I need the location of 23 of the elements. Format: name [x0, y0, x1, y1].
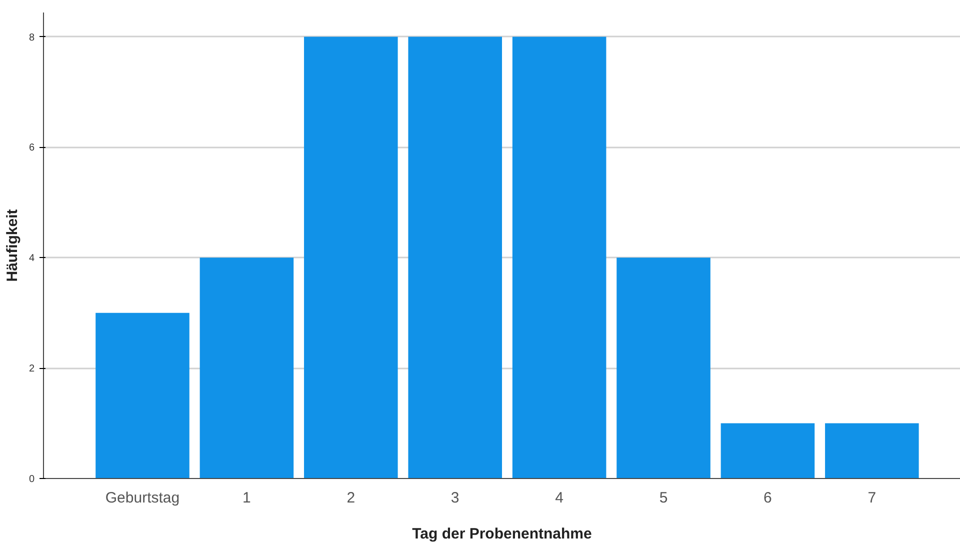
y-tick-label: 2 [28, 364, 35, 375]
bar [96, 312, 190, 478]
x-tick-label: 1 [242, 490, 251, 506]
x-tick-label: Geburtstag [105, 490, 180, 506]
bar [408, 36, 502, 478]
bar [825, 423, 919, 478]
y-tick-label: 4 [28, 253, 35, 264]
y-tick-label: 0 [28, 474, 35, 485]
bar [616, 258, 710, 478]
bar [512, 36, 606, 478]
x-tick-label: 3 [450, 490, 460, 506]
x-tick-label: 2 [346, 490, 356, 506]
x-tick-label: 4 [555, 490, 564, 506]
x-axis-title: Tag der Probenentnahme [412, 526, 592, 542]
bar [304, 36, 398, 478]
y-axis-title: Häufigkeit [4, 209, 21, 282]
x-tick-label: 5 [659, 490, 668, 506]
x-tick-label: 7 [868, 490, 876, 506]
y-tick-label: 6 [28, 142, 35, 154]
bar [720, 423, 815, 478]
y-tick-label: 8 [28, 32, 35, 44]
bar [200, 258, 294, 478]
x-tick-label: 6 [764, 490, 772, 506]
